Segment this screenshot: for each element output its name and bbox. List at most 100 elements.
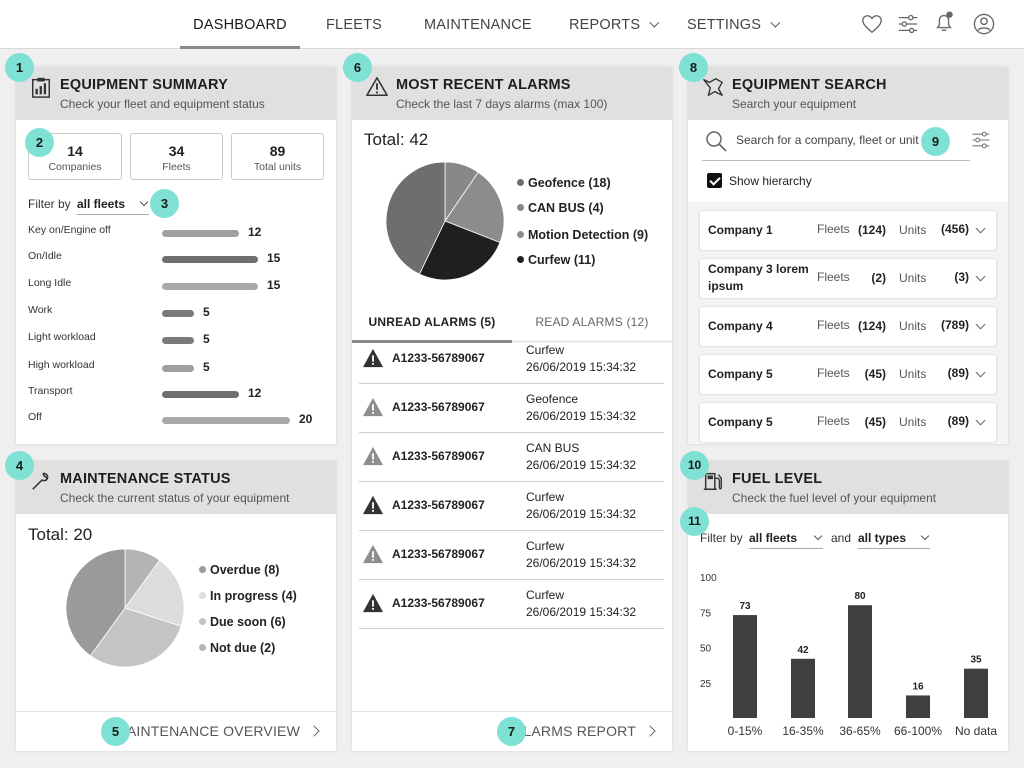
alarm-row[interactable]: A1233-56789067 Curfew 26/06/2019 15:34:32 bbox=[359, 335, 664, 384]
warning-mark bbox=[372, 551, 374, 558]
fleets-label: Fleets bbox=[817, 414, 850, 428]
status-row: High workload 5 bbox=[28, 359, 328, 379]
legend-label: Overdue (8) bbox=[210, 563, 280, 577]
annotation-badge: 7 bbox=[497, 717, 526, 746]
legend-label: Curfew (11) bbox=[528, 253, 596, 267]
alarm-row[interactable]: A1233-56789067 Curfew 26/06/2019 15:34:32 bbox=[359, 531, 664, 580]
legend-item: Curfew (11) bbox=[517, 253, 595, 267]
nav-dashboard[interactable]: DASHBOARD bbox=[180, 0, 300, 49]
alarm-row[interactable]: A1233-56789067 Curfew 26/06/2019 15:34:32 bbox=[359, 482, 664, 531]
legend-label: In progress (4) bbox=[210, 589, 297, 603]
company-row[interactable]: Company 5 Fleets (45) Units (89) bbox=[700, 403, 996, 442]
nav-reports[interactable]: REPORTS bbox=[569, 0, 660, 49]
x-tick-label: No data bbox=[955, 724, 997, 738]
status-bar bbox=[162, 391, 239, 398]
sliders-icon[interactable] bbox=[897, 13, 919, 35]
alarm-timestamp: 26/06/2019 15:34:32 bbox=[526, 556, 637, 570]
alarm-timestamp: 26/06/2019 15:34:32 bbox=[526, 360, 637, 374]
search-input[interactable]: Search for a company, fleet or unit bbox=[736, 133, 919, 147]
fuel-bar bbox=[791, 658, 815, 718]
warning-icon bbox=[363, 544, 383, 564]
alarm-row[interactable]: A1233-56789067 Geofence 26/06/2019 15:34:3… bbox=[359, 384, 664, 433]
search-underline bbox=[702, 160, 970, 161]
tab-unread-alarms[interactable]: UNREAD ALARMS (5) bbox=[352, 315, 512, 343]
panel-header: MOST RECENT ALARMS Check the last 7 days… bbox=[352, 67, 672, 120]
user-icon[interactable] bbox=[973, 13, 995, 35]
status-row: Transport 12 bbox=[28, 385, 328, 405]
recent-alarms-panel: MOST RECENT ALARMS Check the last 7 days… bbox=[352, 67, 672, 751]
warning-dot bbox=[372, 461, 374, 463]
annotation-badge: 4 bbox=[5, 451, 34, 480]
stat-total-units[interactable]: 89 Total units bbox=[231, 133, 324, 180]
alarm-id: A1233-56789067 bbox=[392, 400, 485, 414]
warning-dot bbox=[372, 363, 374, 365]
and-label: and bbox=[831, 531, 852, 545]
maintenance-overview-link[interactable]: MAINTENANCE OVERVIEW bbox=[115, 723, 300, 739]
status-bar bbox=[162, 337, 194, 344]
alarm-id: A1233-56789067 bbox=[392, 596, 485, 610]
chevron-down-icon bbox=[975, 271, 986, 282]
panel-footer: ALARMS REPORT bbox=[352, 711, 672, 751]
fleets-label: Fleets bbox=[817, 270, 850, 284]
pie-slice bbox=[65, 548, 126, 657]
wrench-icon bbox=[32, 472, 49, 490]
stat-fleets[interactable]: 34 Fleets bbox=[130, 133, 223, 180]
fleet-filter-select[interactable]: all fleets bbox=[77, 197, 149, 215]
legend-item: Geofence (18) bbox=[517, 176, 611, 190]
alarm-timestamp: 26/06/2019 15:34:32 bbox=[526, 458, 637, 472]
fleets-label: Fleets bbox=[817, 318, 850, 332]
chevron-right-icon bbox=[308, 725, 320, 737]
show-hierarchy-checkbox[interactable] bbox=[707, 173, 722, 188]
fuel-level-bar-chart: 100 75 50 25 73 0-15% 42 16-35% 80 36-65% 16 66-100… bbox=[700, 573, 997, 738]
status-label: Key on/Engine off bbox=[28, 224, 111, 236]
bell-icon[interactable] bbox=[933, 11, 955, 33]
warning-mark bbox=[372, 502, 374, 509]
stat-companies[interactable]: 14 Companies bbox=[28, 133, 122, 180]
fleets-count: (124) bbox=[857, 223, 886, 237]
fuel-level-panel: FUEL LEVEL Check the fuel level of your … bbox=[688, 461, 1008, 751]
legend-dot bbox=[199, 618, 206, 625]
units-count: (89) bbox=[947, 366, 969, 380]
legend-dot bbox=[517, 204, 524, 211]
annotation-badge: 8 bbox=[679, 53, 708, 82]
stat-label: Companies bbox=[48, 161, 102, 173]
nav-fleets[interactable]: FLEETS bbox=[326, 17, 382, 33]
company-row[interactable]: Company 1 Fleets (124) Units (456) bbox=[700, 211, 996, 250]
legend-dot bbox=[517, 256, 524, 263]
company-row[interactable]: Company 3 lorem ipsum Fleets (2) Units (3) bbox=[700, 259, 996, 298]
fuel-fleet-filter-select[interactable]: all fleets bbox=[749, 531, 823, 549]
status-bar bbox=[162, 310, 194, 317]
status-row: On/Idle 15 bbox=[28, 250, 328, 270]
alarms-report-link[interactable]: ALARMS REPORT bbox=[513, 723, 636, 739]
legend-item: Not due (2) bbox=[199, 641, 275, 655]
panel-footer: MAINTENANCE OVERVIEW bbox=[16, 711, 336, 751]
status-value: 12 bbox=[248, 225, 262, 239]
nav-settings[interactable]: SETTINGS bbox=[687, 0, 781, 49]
filter-label: Filter by bbox=[28, 197, 71, 211]
company-row[interactable]: Company 5 Fleets (45) Units (89) bbox=[700, 355, 996, 394]
annotation-badge: 1 bbox=[5, 53, 34, 82]
maintenance-status-panel: MAINTENANCE STATUS Check the current sta… bbox=[16, 461, 336, 751]
filter-sliders-icon[interactable] bbox=[971, 130, 991, 150]
equipment-summary-panel: EQUIPMENT SUMMARY Check your fleet and e… bbox=[16, 67, 336, 444]
alarm-id: A1233-56789067 bbox=[392, 449, 485, 463]
alarm-row[interactable]: A1233-56789067 Curfew 26/06/2019 15:34:32 bbox=[359, 580, 664, 629]
warning-icon bbox=[363, 495, 383, 515]
units-label: Units bbox=[899, 367, 927, 381]
panel-title: FUEL LEVEL bbox=[732, 471, 823, 487]
tab-read-alarms[interactable]: READ ALARMS (12) bbox=[512, 315, 672, 343]
warning-icon bbox=[363, 397, 383, 417]
nav-maintenance[interactable]: MAINTENANCE bbox=[424, 17, 532, 33]
fuel-type-filter-select[interactable]: all types bbox=[858, 531, 930, 549]
maintenance-total: Total: 20 bbox=[28, 525, 93, 544]
panel-subtitle: Search your equipment bbox=[732, 97, 857, 111]
warning-mark bbox=[372, 600, 374, 607]
fuel-pump-icon bbox=[703, 472, 722, 490]
bar-value-label: 42 bbox=[797, 645, 809, 656]
legend-item: CAN BUS (4) bbox=[517, 201, 604, 215]
heart-icon[interactable] bbox=[861, 13, 883, 35]
legend-dot bbox=[199, 592, 206, 599]
status-row: Long Idle 15 bbox=[28, 277, 328, 297]
alarm-row[interactable]: A1233-56789067 CAN BUS 26/06/2019 15:34:32 bbox=[359, 433, 664, 482]
company-row[interactable]: Company 4 Fleets (124) Units (789) bbox=[700, 307, 996, 346]
